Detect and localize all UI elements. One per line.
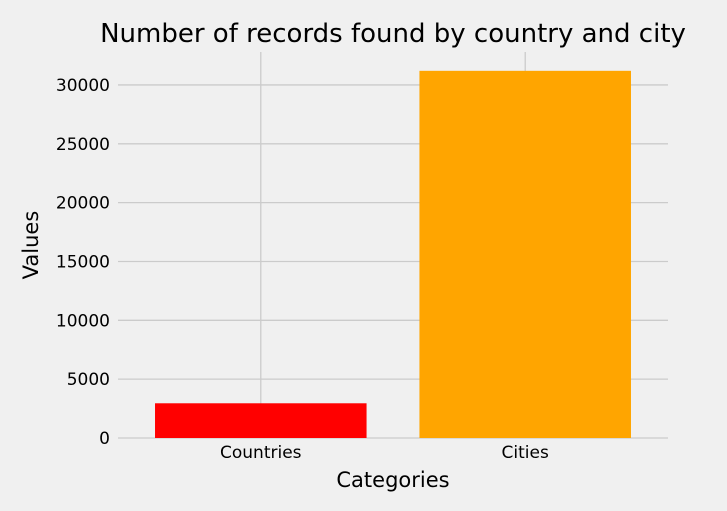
y-tick-label: 15000: [56, 252, 110, 272]
tick-labels: 0 5000 10000 15000 20000 25000 30000 Countries C…: [56, 76, 549, 463]
y-tick-label: 30000: [56, 76, 110, 96]
chart-title: Number of records found by country and c…: [100, 19, 686, 49]
y-axis-label: Values: [19, 211, 43, 280]
x-axis-label: Categories: [336, 468, 449, 492]
y-tick-label: 10000: [56, 311, 110, 331]
y-tick-label: 0: [99, 429, 110, 449]
y-tick-label: 25000: [56, 135, 110, 155]
y-tick-label: 20000: [56, 194, 110, 214]
x-tick-label: Cities: [502, 443, 549, 463]
bar-countries: [155, 403, 367, 438]
x-tick-label: Countries: [220, 443, 302, 463]
y-tick-label: 5000: [67, 370, 110, 390]
bar-cities: [419, 70, 631, 438]
bars: [155, 70, 631, 438]
